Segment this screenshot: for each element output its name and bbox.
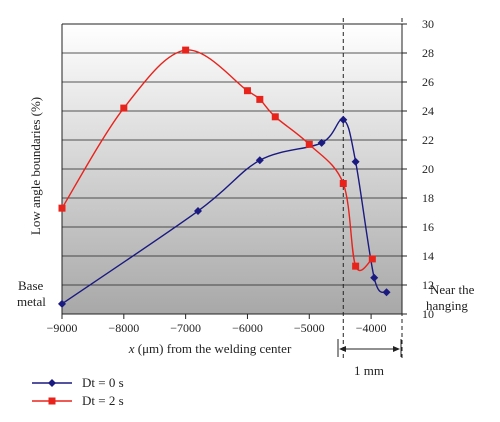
x-tick-label: −6000: [232, 321, 263, 335]
annotation-near-hanging-line1: Near the: [430, 282, 475, 297]
series-dt-2s: [58, 46, 376, 272]
y-tick-label: 18: [422, 191, 434, 205]
y-tick-label: 28: [422, 46, 434, 60]
x-tick-label: −8000: [108, 321, 139, 335]
y-tick-labels: 10 12 14 16 18 20 22 24 26 28 30: [402, 17, 434, 321]
x-tick-label: −7000: [170, 321, 201, 335]
legend-label: Dt = 2 s: [82, 393, 124, 408]
bracket-arrow-left: [339, 346, 346, 352]
x-axis-label-var: x: [128, 341, 135, 356]
legend-marker: [48, 379, 56, 387]
y-tick-label: 12: [422, 278, 434, 292]
x-axis-label-rest: from the welding center: [163, 341, 291, 356]
data-point: [305, 140, 313, 148]
annotation-base-metal-line2: metal: [17, 294, 46, 309]
data-point: [317, 138, 326, 147]
data-point: [339, 180, 347, 187]
one-mm-bracket: 1 mm: [337, 339, 402, 378]
x-tick-label: −4000: [356, 321, 387, 335]
y-tick-label: 30: [422, 17, 434, 31]
legend: Dt = 0 s Dt = 2 s: [32, 375, 124, 408]
x-axis-label-unit: (μm): [138, 341, 164, 356]
data-point: [243, 87, 251, 95]
data-point: [255, 156, 264, 165]
data-point: [339, 115, 348, 124]
x-tick-label: −5000: [294, 321, 325, 335]
x-tick-label: −9000: [47, 321, 78, 335]
data-point: [271, 113, 279, 121]
bracket-label: 1 mm: [354, 363, 384, 378]
data-point: [58, 204, 66, 212]
data-point: [120, 104, 128, 112]
data-point: [352, 262, 360, 270]
data-point: [182, 46, 190, 54]
y-tick-label: 22: [422, 133, 434, 147]
data-point: [351, 157, 360, 166]
data-point: [368, 255, 376, 263]
grid-lines: [62, 52, 402, 286]
series-layer: [58, 46, 391, 308]
annotation-near-hanging-line2: hanging: [426, 298, 468, 313]
data-point: [256, 95, 264, 103]
y-tick-label: 10: [422, 307, 434, 321]
x-axis-label: x (μm) from the welding center: [128, 341, 292, 356]
data-point: [370, 273, 379, 282]
x-tick-labels: −9000 −8000 −7000 −6000 −5000 −4000: [47, 314, 387, 335]
bracket-arrow-right: [393, 346, 400, 352]
legend-marker: [48, 397, 56, 405]
data-point: [58, 299, 66, 308]
data-point: [382, 288, 391, 297]
y-tick-label: 24: [422, 104, 434, 118]
y-tick-label: 14: [422, 249, 434, 263]
y-axis-label: Low angle boundaries (%): [28, 97, 43, 235]
data-point: [194, 207, 202, 216]
y-tick-label: 16: [422, 220, 434, 234]
legend-label: Dt = 0 s: [82, 375, 124, 390]
annotation-base-metal-line1: Base: [18, 278, 44, 293]
y-tick-label: 26: [422, 75, 434, 89]
y-tick-label: 20: [422, 162, 434, 176]
